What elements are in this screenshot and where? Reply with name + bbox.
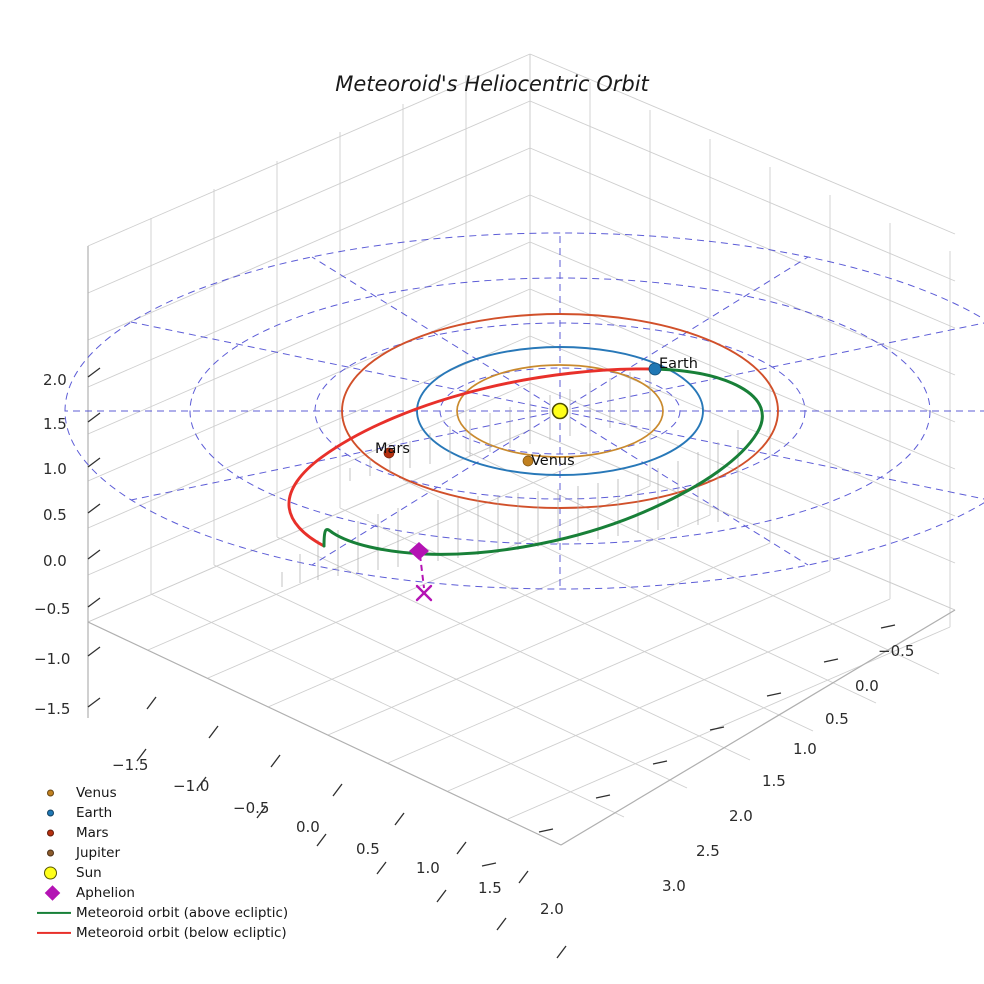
- sun-icon: [44, 866, 57, 880]
- legend-item[interactable]: Meteoroid orbit (below ecliptic): [32, 923, 300, 943]
- x-axis-ticks: [136, 748, 567, 959]
- meteoroid-orbit-below-ecliptic: [287, 367, 657, 548]
- legend-dot-icon: [47, 789, 54, 797]
- y-axis-ticks: [481, 624, 896, 867]
- x-axis-tick-stubs: [146, 696, 529, 884]
- legend-dot-icon: [47, 829, 54, 837]
- aphelion-dropline: [419, 554, 425, 589]
- legend-item[interactable]: Mars: [32, 823, 300, 843]
- sun-marker: [551, 402, 569, 420]
- diamond-icon: [44, 885, 61, 901]
- legend-item-label: Aphelion: [76, 885, 135, 901]
- venus-orbit: [456, 364, 664, 458]
- legend-dot-icon: [47, 849, 54, 857]
- legend-item-label: Mars: [76, 825, 109, 841]
- mars-orbit: [341, 313, 779, 509]
- pane-grid: [87, 53, 956, 846]
- venus-marker: [522, 455, 534, 467]
- legend-dot-icon: [47, 809, 54, 817]
- polar-grid: [64, 232, 984, 590]
- legend-item-label: Meteoroid orbit (below ecliptic): [76, 925, 287, 941]
- legend: Venus Earth Mars Jupiter Sun Aphelion Meteoroi…: [32, 783, 300, 943]
- legend-item-label: Jupiter: [76, 845, 121, 861]
- legend-item[interactable]: Aphelion: [32, 883, 300, 903]
- aphelion-projection-x-icon: [415, 584, 433, 602]
- meteoroid-orbit-above-ecliptic: [322, 367, 764, 556]
- drop-stems: [281, 368, 739, 587]
- earth-marker: [648, 362, 662, 376]
- legend-line-icon: [37, 911, 71, 915]
- z-axis-ticks: [87, 367, 101, 708]
- mars-marker: [383, 447, 395, 459]
- legend-item[interactable]: Venus: [32, 783, 300, 803]
- x-axis-spine: [87, 621, 562, 846]
- earth-orbit: [416, 346, 704, 476]
- legend-item[interactable]: Meteoroid orbit (above ecliptic): [32, 903, 300, 923]
- legend-item[interactable]: Jupiter: [32, 843, 300, 863]
- y-axis-spine: [560, 609, 956, 846]
- legend-item-label: Sun: [76, 865, 102, 881]
- legend-item[interactable]: Sun: [32, 863, 300, 883]
- legend-item-label: Venus: [76, 785, 117, 801]
- legend-item-label: Meteoroid orbit (above ecliptic): [76, 905, 289, 921]
- legend-item[interactable]: Earth: [32, 803, 300, 823]
- legend-line-icon: [37, 931, 71, 935]
- legend-item-label: Earth: [76, 805, 113, 821]
- aphelion-marker: [409, 542, 429, 560]
